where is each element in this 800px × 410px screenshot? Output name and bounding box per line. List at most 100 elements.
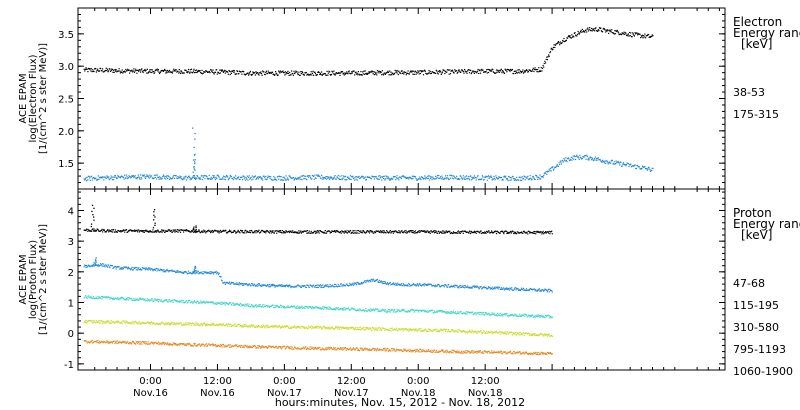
data-point — [503, 175, 505, 177]
data-point — [376, 177, 378, 179]
data-point — [522, 177, 525, 180]
data-point — [445, 312, 447, 314]
data-point — [348, 307, 350, 309]
data-point — [337, 328, 339, 330]
data-point — [255, 232, 257, 234]
data-point — [141, 323, 143, 325]
data-point — [179, 175, 181, 177]
data-point — [649, 169, 651, 171]
data-point — [640, 37, 642, 39]
data-point — [645, 35, 647, 37]
data-point — [441, 175, 443, 177]
data-point — [302, 72, 304, 74]
data-point — [532, 231, 534, 234]
data-point — [348, 70, 350, 72]
data-point — [294, 72, 296, 75]
data-point — [214, 177, 216, 179]
data-point — [216, 230, 218, 232]
data-point — [451, 69, 453, 71]
data-point — [251, 231, 253, 233]
data-point — [225, 301, 228, 304]
data-point — [119, 268, 121, 270]
data-point — [119, 322, 121, 324]
data-point — [441, 230, 444, 232]
data-point — [316, 327, 318, 329]
data-point — [368, 176, 371, 178]
data-point — [182, 302, 184, 304]
data-point — [154, 298, 156, 300]
data-point — [312, 306, 314, 308]
data-point — [127, 68, 129, 70]
data-point — [597, 30, 599, 32]
data-point — [251, 179, 253, 181]
data-point — [306, 175, 309, 177]
data-point — [368, 232, 371, 234]
data-point — [140, 177, 142, 179]
data-point — [347, 328, 349, 330]
data-point — [201, 69, 203, 71]
data-point — [252, 324, 255, 326]
data-point — [457, 312, 459, 314]
data-point — [132, 230, 134, 232]
data-point — [187, 272, 189, 275]
data-point — [618, 34, 620, 36]
data-point — [273, 178, 275, 181]
data-point — [379, 231, 381, 233]
data-point — [504, 312, 506, 315]
data-point — [452, 285, 455, 288]
data-point — [162, 271, 164, 273]
data-point — [118, 176, 120, 178]
data-point — [274, 286, 276, 288]
data-point — [92, 265, 94, 267]
data-point — [379, 281, 382, 283]
data-point — [392, 232, 394, 234]
data-point — [341, 230, 343, 232]
data-point — [586, 28, 588, 30]
data-point — [176, 271, 178, 273]
data-point — [468, 69, 470, 71]
data-point — [540, 315, 542, 317]
data-point — [235, 178, 237, 180]
data-point — [328, 70, 330, 72]
data-point — [430, 72, 432, 74]
data-point — [286, 306, 288, 308]
data-point — [463, 177, 465, 179]
data-point — [315, 177, 317, 179]
data-point — [163, 70, 165, 72]
data-point — [484, 232, 486, 234]
data-point — [398, 70, 400, 72]
data-point — [317, 307, 320, 310]
data-point — [258, 284, 260, 286]
data-point — [497, 69, 499, 71]
data-point — [156, 231, 158, 233]
data-point — [320, 326, 322, 328]
data-point — [268, 305, 270, 307]
data-point — [116, 298, 118, 300]
data-point — [491, 312, 493, 314]
data-point — [580, 157, 582, 159]
data-point — [489, 314, 491, 316]
data-point — [473, 232, 475, 234]
data-point — [492, 313, 494, 315]
data-point — [340, 70, 342, 73]
data-point — [90, 296, 93, 299]
data-point — [156, 270, 158, 272]
data-point — [248, 326, 250, 328]
data-point — [437, 73, 439, 75]
data-point — [286, 71, 288, 74]
data-point — [104, 296, 106, 298]
data-point — [430, 310, 432, 312]
data-point — [168, 69, 171, 72]
data-point — [460, 175, 462, 177]
data-point — [322, 308, 325, 310]
data-point — [305, 327, 307, 329]
data-point — [125, 229, 128, 231]
data-point — [437, 311, 439, 313]
data-point — [168, 71, 170, 73]
data-point — [184, 229, 186, 231]
data-point — [414, 310, 416, 312]
data-point — [367, 231, 369, 233]
data-point — [147, 175, 149, 177]
data-point — [353, 230, 355, 232]
data-point — [244, 323, 247, 326]
